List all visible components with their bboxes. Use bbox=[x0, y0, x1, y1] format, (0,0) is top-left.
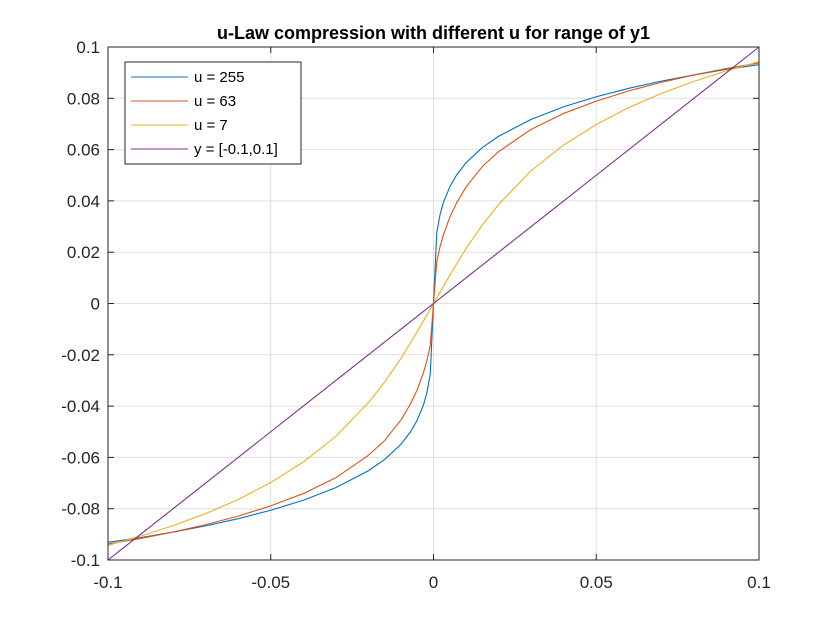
y-tick-label: -0.06 bbox=[61, 448, 100, 467]
legend-label: u = 7 bbox=[194, 117, 228, 134]
y-tick-label: 0.02 bbox=[67, 243, 100, 262]
y-tick-label: -0.1 bbox=[71, 551, 100, 570]
x-tick-label: 0.05 bbox=[580, 573, 613, 592]
x-tick-label: -0.05 bbox=[251, 573, 290, 592]
y-tick-label: 0.08 bbox=[67, 89, 100, 108]
y-tick-label: 0.04 bbox=[67, 192, 100, 211]
legend-label: u = 255 bbox=[194, 69, 244, 86]
x-tick-label: 0 bbox=[429, 573, 438, 592]
ticks: -0.1 -0.05 0 0.05 0.1 -0.1 -0.08 -0.06 -0.04 -0.0… bbox=[61, 38, 771, 592]
y-tick-label: 0.1 bbox=[76, 38, 100, 57]
legend-box bbox=[124, 61, 302, 165]
chart-title: u-Law compression with different u for r… bbox=[217, 23, 650, 43]
legend-label: u = 63 bbox=[194, 93, 236, 110]
y-tick-label: 0.06 bbox=[67, 141, 100, 160]
legend-label: y = [-0.1,0.1] bbox=[194, 141, 278, 158]
legend: u = 255 u = 63 u = 7 y = [-0.1,0.1] bbox=[124, 61, 302, 165]
y-tick-label: -0.04 bbox=[61, 397, 100, 416]
y-tick-label: -0.02 bbox=[61, 346, 100, 365]
y-tick-label: -0.08 bbox=[61, 500, 100, 519]
y-tick-label: 0 bbox=[91, 295, 100, 314]
x-tick-label: 0.1 bbox=[747, 573, 771, 592]
series-lines bbox=[107, 46, 760, 561]
x-tick-label: -0.1 bbox=[93, 573, 122, 592]
series-line bbox=[107, 46, 760, 561]
